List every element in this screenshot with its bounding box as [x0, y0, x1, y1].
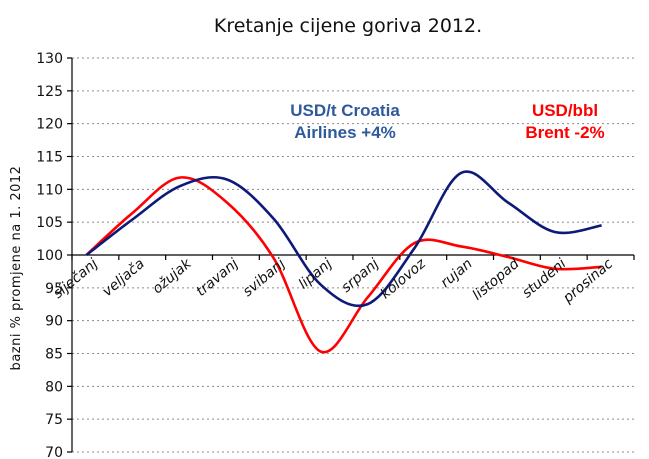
axes	[67, 57, 635, 453]
y-tick-label-6: 100	[36, 248, 63, 264]
y-tick-label-4: 90	[45, 314, 63, 330]
annotations: USD/t Croatia Airlines +4% USD/bbl Brent -2…	[290, 101, 604, 142]
x-tick-label-6: srpanj	[339, 256, 383, 296]
y-tick-label-9: 115	[36, 150, 63, 166]
y-tick-label-2: 80	[45, 379, 63, 395]
y-tick-label-0: 70	[45, 445, 63, 459]
x-tick-label-1: veljača	[100, 256, 148, 300]
x-tick-label-4: svibanj	[240, 256, 288, 300]
annotation-1-line-0: USD/bbl	[532, 101, 598, 120]
series-lines	[85, 170, 602, 354]
series-line-1	[85, 176, 602, 354]
y-tick-label-8: 110	[36, 182, 63, 198]
y-tick-label-10: 120	[36, 117, 63, 133]
x-tick-label-8: rujan	[438, 256, 476, 291]
chart-title: Kretanje cijene goriva 2012.	[214, 15, 482, 37]
y-tick-label-12: 130	[36, 51, 63, 67]
annotation-0-line-0: USD/t Croatia	[290, 101, 400, 120]
annotation-0-line-1: Airlines +4%	[294, 123, 396, 142]
y-axis-label: bazni % promjene na 1. 2012	[9, 166, 24, 371]
x-tick-label-9: listopad	[470, 256, 523, 304]
series-line-0	[85, 170, 602, 308]
y-tick-labels: 70 75 80 85 90 95 100 105 110 115 120 125 130	[36, 51, 63, 459]
y-tick-label-3: 85	[45, 347, 63, 363]
y-tick-label-11: 125	[36, 84, 63, 100]
annotation-1-line-1: Brent -2%	[525, 123, 604, 142]
x-tick-label-3: travanj	[193, 256, 241, 300]
y-tick-label-5: 95	[45, 281, 63, 297]
x-tick-label-2: ožujak	[150, 255, 196, 297]
x-tick-label-11: prosinac	[559, 256, 616, 307]
y-tick-label-1: 75	[45, 412, 63, 428]
y-tick-label-7: 105	[36, 215, 63, 231]
